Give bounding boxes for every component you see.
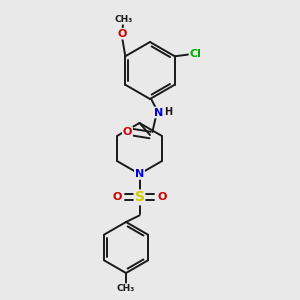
Text: O: O xyxy=(123,127,132,137)
Text: O: O xyxy=(157,192,167,203)
Text: S: S xyxy=(134,190,145,204)
Text: H: H xyxy=(164,107,173,117)
Text: N: N xyxy=(135,169,144,179)
Text: N: N xyxy=(154,107,164,118)
Text: O: O xyxy=(112,192,122,203)
Text: O: O xyxy=(118,29,127,39)
Text: Cl: Cl xyxy=(189,49,201,59)
Text: CH₃: CH₃ xyxy=(115,15,133,24)
Text: CH₃: CH₃ xyxy=(117,284,135,293)
